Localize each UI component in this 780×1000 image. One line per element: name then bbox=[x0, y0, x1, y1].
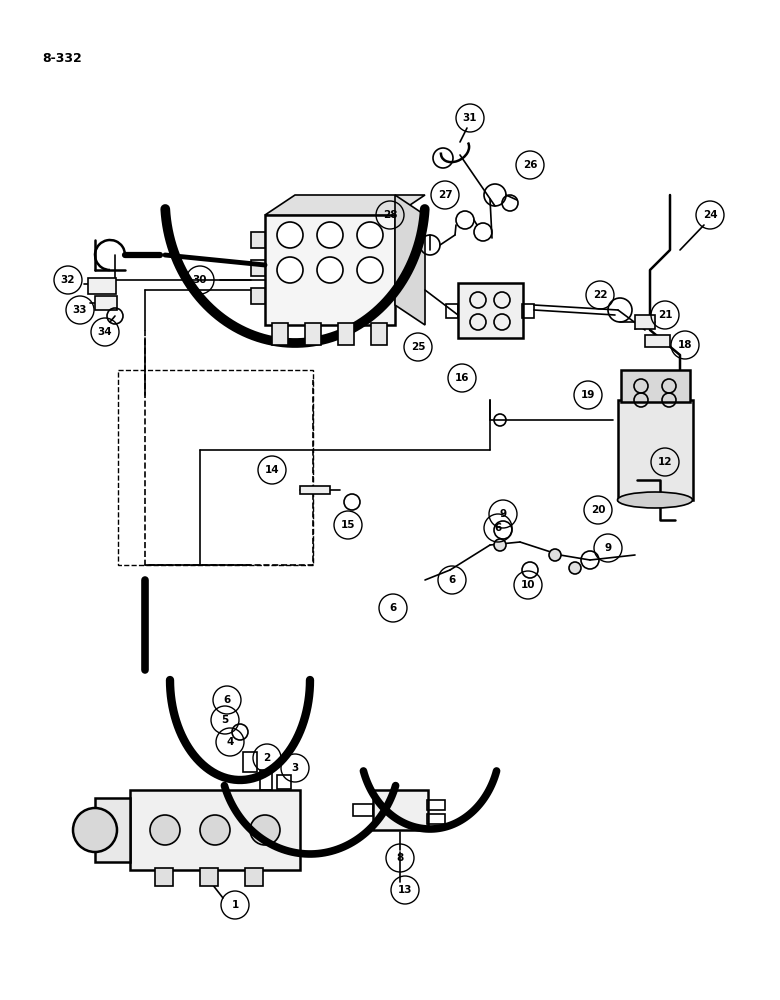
Text: 9: 9 bbox=[499, 509, 506, 519]
Text: 3: 3 bbox=[292, 763, 299, 773]
Bar bbox=[245, 868, 263, 886]
Text: 6: 6 bbox=[389, 603, 396, 613]
Ellipse shape bbox=[618, 492, 693, 508]
Bar bbox=[458, 283, 523, 338]
Bar bbox=[446, 304, 458, 318]
Text: 6: 6 bbox=[495, 523, 502, 533]
Text: 8: 8 bbox=[396, 853, 403, 863]
Bar bbox=[618, 400, 693, 500]
Bar bbox=[305, 323, 321, 345]
Bar bbox=[95, 798, 130, 862]
Text: 8-332: 8-332 bbox=[42, 52, 82, 65]
Bar bbox=[621, 370, 690, 402]
Text: 27: 27 bbox=[438, 190, 452, 200]
Text: 31: 31 bbox=[463, 113, 477, 123]
Text: 34: 34 bbox=[98, 327, 112, 337]
Bar bbox=[300, 486, 330, 494]
Bar bbox=[251, 232, 265, 248]
Bar bbox=[371, 323, 387, 345]
Circle shape bbox=[569, 562, 581, 574]
Text: 16: 16 bbox=[455, 373, 470, 383]
Circle shape bbox=[549, 549, 561, 561]
Text: 21: 21 bbox=[658, 310, 672, 320]
Text: 14: 14 bbox=[264, 465, 279, 475]
Bar bbox=[260, 770, 272, 790]
Text: 6: 6 bbox=[223, 695, 231, 705]
Circle shape bbox=[317, 222, 343, 248]
Bar bbox=[522, 304, 534, 318]
Text: 26: 26 bbox=[523, 160, 537, 170]
Text: 19: 19 bbox=[581, 390, 595, 400]
Bar bbox=[243, 752, 257, 772]
Polygon shape bbox=[395, 195, 425, 325]
Text: 32: 32 bbox=[61, 275, 75, 285]
Bar bbox=[265, 215, 395, 325]
Polygon shape bbox=[265, 195, 425, 215]
Text: 30: 30 bbox=[193, 275, 207, 285]
Circle shape bbox=[317, 257, 343, 283]
Bar bbox=[338, 323, 354, 345]
Bar bbox=[635, 315, 655, 329]
Bar bbox=[88, 278, 116, 294]
Text: 25: 25 bbox=[411, 342, 425, 352]
Circle shape bbox=[494, 539, 506, 551]
Text: 4: 4 bbox=[226, 737, 234, 747]
Text: 28: 28 bbox=[383, 210, 397, 220]
Bar bbox=[277, 775, 291, 789]
Bar bbox=[353, 804, 373, 816]
Bar bbox=[95, 296, 117, 310]
Bar bbox=[251, 288, 265, 304]
Text: 15: 15 bbox=[341, 520, 355, 530]
Circle shape bbox=[357, 257, 383, 283]
Text: 2: 2 bbox=[264, 753, 271, 763]
Text: 10: 10 bbox=[521, 580, 535, 590]
Text: 9: 9 bbox=[604, 543, 612, 553]
Circle shape bbox=[277, 257, 303, 283]
Text: 24: 24 bbox=[703, 210, 718, 220]
Text: 22: 22 bbox=[593, 290, 608, 300]
Circle shape bbox=[357, 222, 383, 248]
Bar bbox=[155, 868, 173, 886]
Bar bbox=[373, 790, 428, 830]
Bar bbox=[427, 814, 445, 824]
Text: 13: 13 bbox=[398, 885, 413, 895]
Text: 1: 1 bbox=[232, 900, 239, 910]
Text: 5: 5 bbox=[222, 715, 229, 725]
Bar bbox=[130, 790, 300, 870]
Text: 6: 6 bbox=[448, 575, 456, 585]
Text: 18: 18 bbox=[678, 340, 693, 350]
Text: 20: 20 bbox=[590, 505, 605, 515]
Circle shape bbox=[277, 222, 303, 248]
Circle shape bbox=[73, 808, 117, 852]
Text: 33: 33 bbox=[73, 305, 87, 315]
Circle shape bbox=[150, 815, 180, 845]
Bar bbox=[645, 335, 670, 347]
Circle shape bbox=[250, 815, 280, 845]
Bar bbox=[200, 868, 218, 886]
Bar bbox=[251, 260, 265, 276]
Bar bbox=[118, 370, 313, 565]
Circle shape bbox=[200, 815, 230, 845]
Text: 12: 12 bbox=[658, 457, 672, 467]
Bar bbox=[427, 800, 445, 810]
Bar bbox=[272, 323, 288, 345]
